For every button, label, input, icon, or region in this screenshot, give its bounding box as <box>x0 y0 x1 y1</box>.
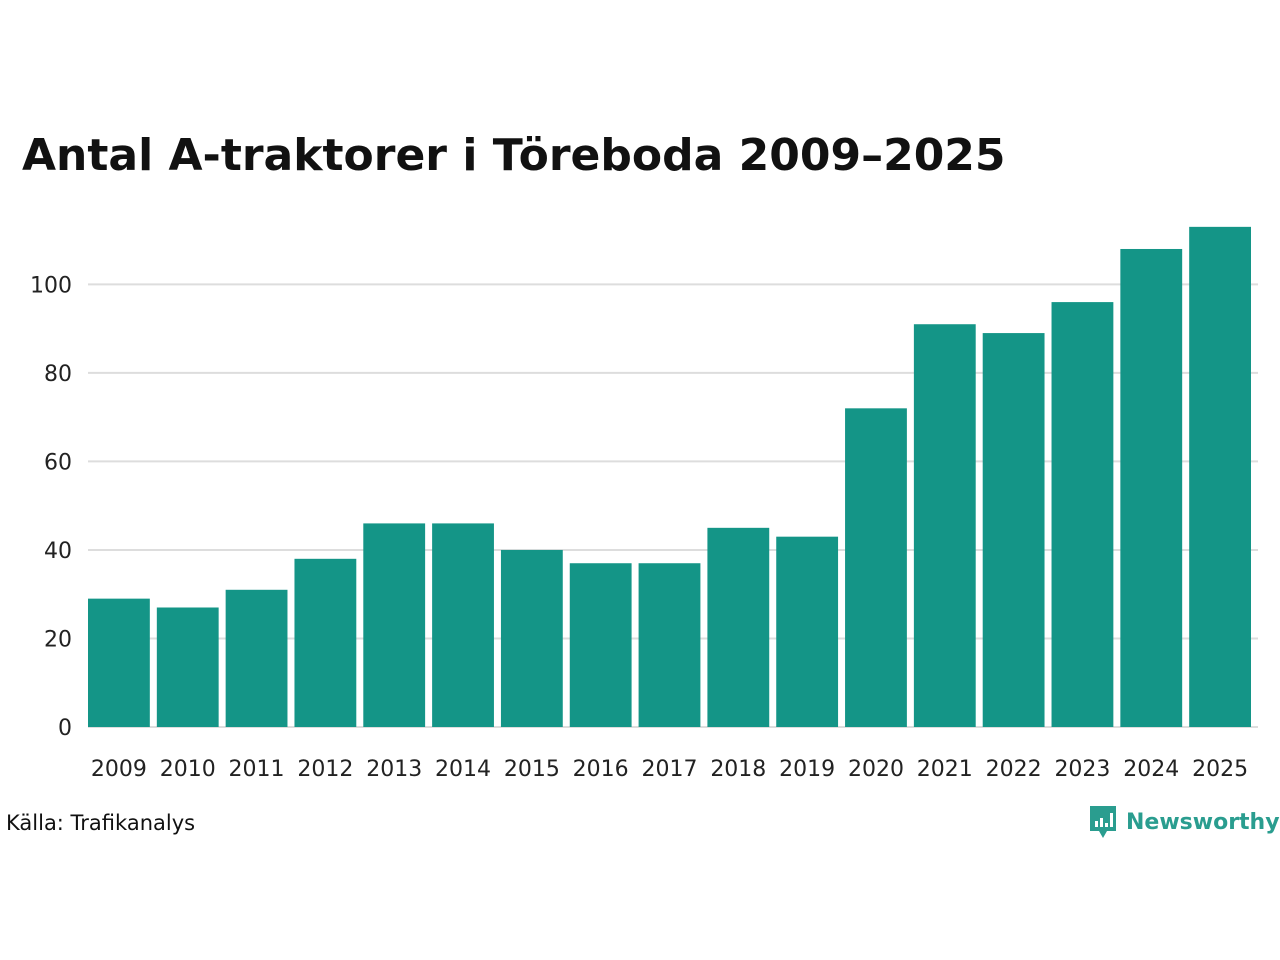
bar-2014 <box>432 523 494 727</box>
bar-2010 <box>156 607 219 727</box>
y-tick-label: 0 <box>58 716 72 741</box>
y-tick-label: 40 <box>44 539 72 564</box>
x-tick-label: 2024 <box>1123 757 1179 782</box>
x-tick-label: 2017 <box>642 757 698 782</box>
x-tick-label: 2012 <box>297 757 353 782</box>
chart-title: Antal A-traktorer i Töreboda 2009–2025 <box>22 130 1006 181</box>
bar-2009 <box>88 598 150 727</box>
bar-2022 <box>982 333 1045 727</box>
bars <box>88 226 1251 727</box>
y-tick-label: 60 <box>44 450 72 475</box>
y-axis: 0 20 40 60 80 100 <box>30 273 72 741</box>
x-tick-label: 2020 <box>848 757 904 782</box>
bar-chart: 0 20 40 60 80 100 2009 2010 2011 2012 2013 2014 201… <box>30 226 1258 782</box>
x-axis: 2009 2010 2011 2012 2013 2014 2015 2016 2017 2018… <box>91 757 1248 782</box>
bar-2025 <box>1189 226 1251 727</box>
newsworthy-chart-icon <box>1090 806 1116 838</box>
bar-2011 <box>225 589 288 727</box>
bar-2017 <box>638 563 701 727</box>
brand-name: Newsworthy <box>1126 809 1280 835</box>
y-tick-label: 20 <box>44 627 72 652</box>
x-tick-label: 2009 <box>91 757 147 782</box>
source-label: Källa: Trafikanalys <box>6 811 196 835</box>
x-tick-label: 2016 <box>573 757 629 782</box>
y-tick-label: 80 <box>44 362 72 387</box>
bar-2024 <box>1120 248 1183 727</box>
x-tick-label: 2014 <box>435 757 491 782</box>
x-tick-label: 2021 <box>917 757 973 782</box>
x-tick-label: 2013 <box>366 757 422 782</box>
x-tick-label: 2015 <box>504 757 560 782</box>
x-tick-label: 2025 <box>1192 757 1248 782</box>
bar-2023 <box>1051 302 1114 727</box>
x-tick-label: 2019 <box>779 757 835 782</box>
x-tick-label: 2023 <box>1054 757 1110 782</box>
x-tick-label: 2011 <box>229 757 285 782</box>
x-tick-label: 2022 <box>986 757 1042 782</box>
bar-2012 <box>294 558 357 727</box>
bar-2019 <box>776 536 839 727</box>
bar-2016 <box>569 563 632 727</box>
bar-2013 <box>363 523 426 727</box>
brand-logo: Newsworthy <box>1088 804 1280 840</box>
y-tick-label: 100 <box>30 273 72 298</box>
bar-2015 <box>500 549 563 727</box>
bar-2018 <box>707 527 770 727</box>
x-tick-label: 2018 <box>710 757 766 782</box>
bar-2020 <box>845 408 907 727</box>
x-tick-label: 2010 <box>160 757 216 782</box>
bar-2021 <box>913 324 976 727</box>
